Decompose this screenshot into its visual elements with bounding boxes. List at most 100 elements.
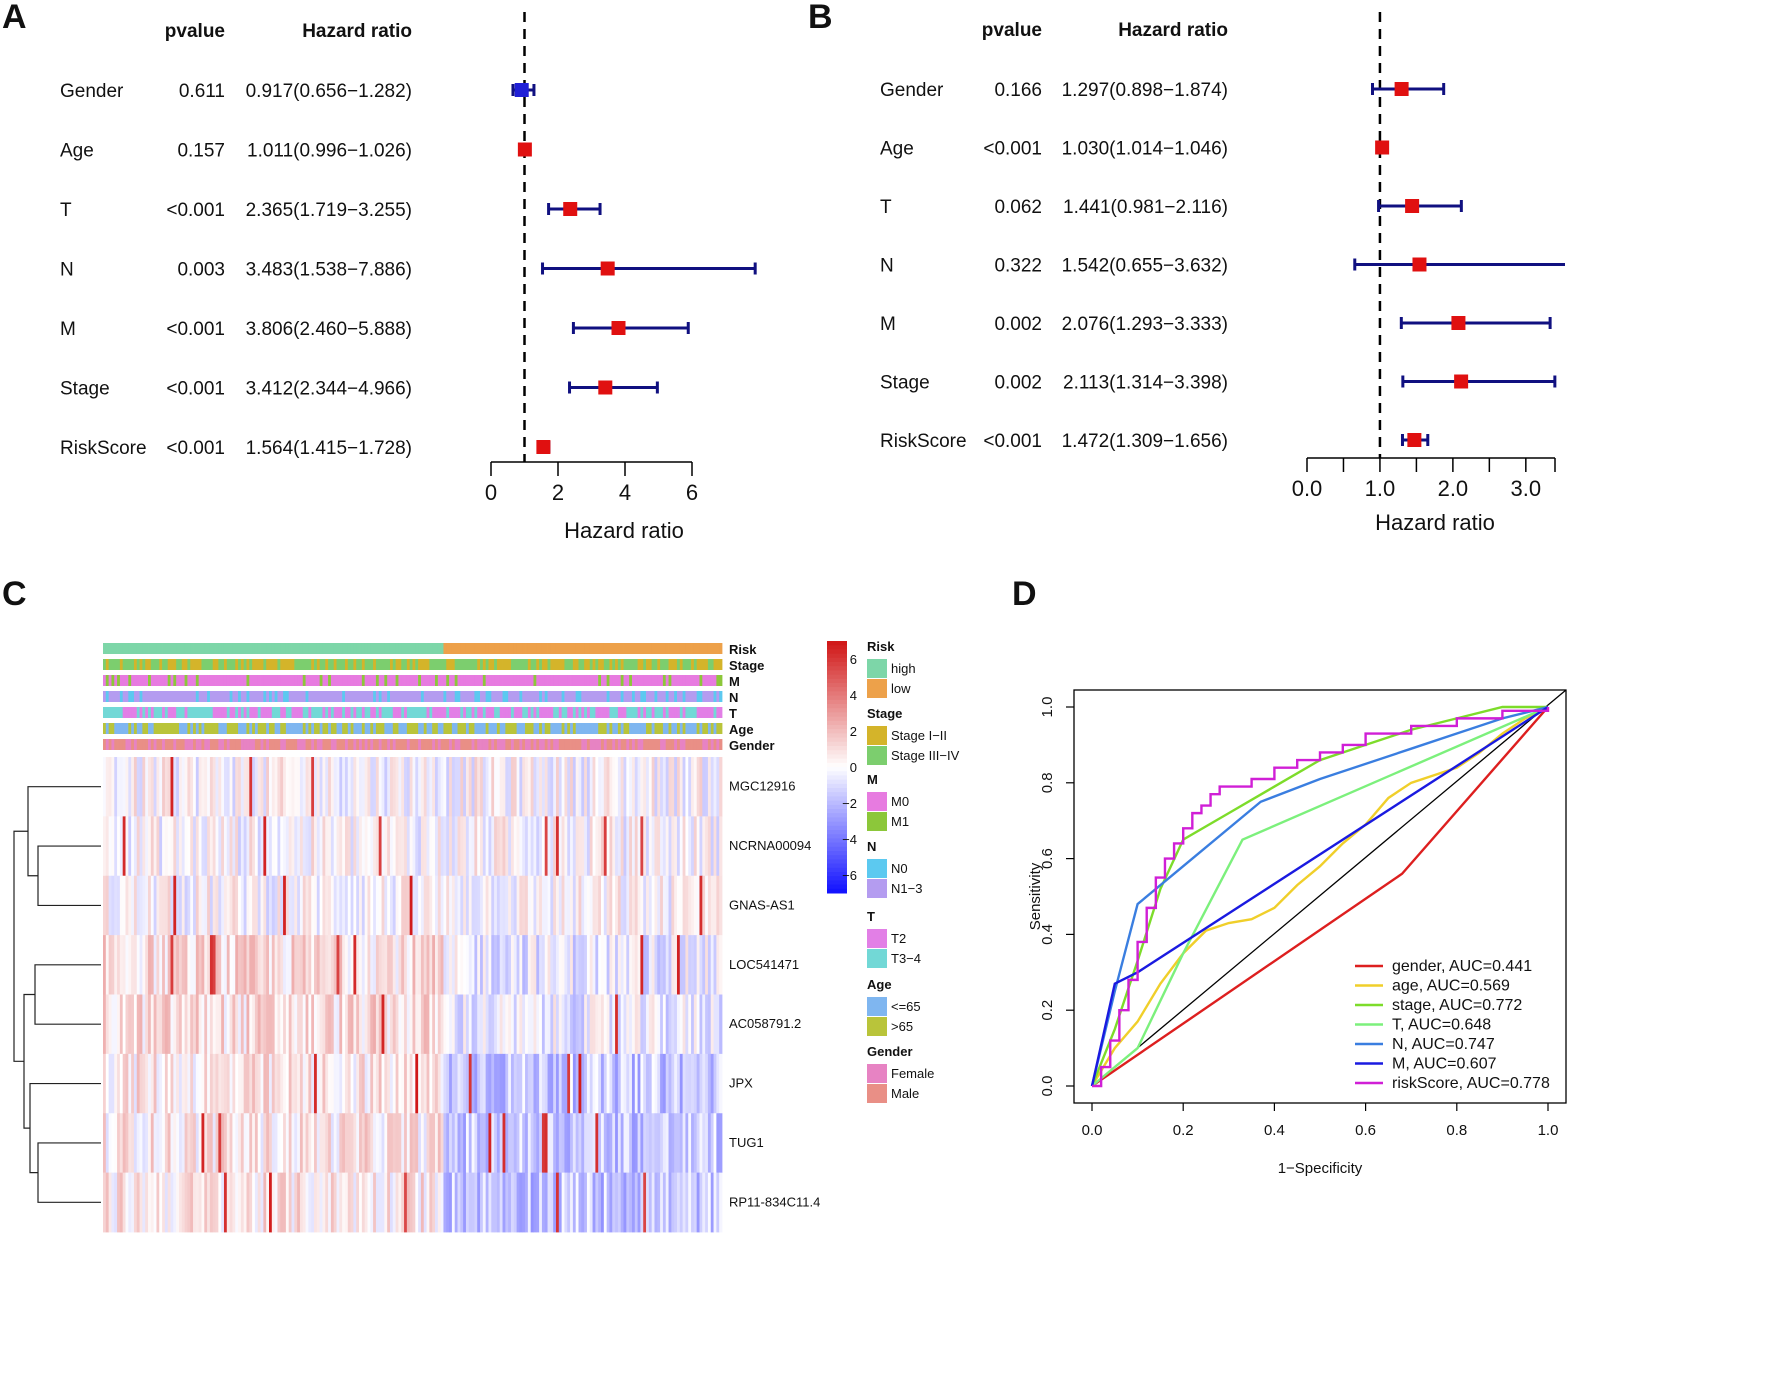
annotation-cell — [426, 659, 430, 670]
heatmap-cell — [620, 1053, 624, 1114]
annotation-cell — [221, 739, 225, 750]
annotation-cell — [654, 659, 658, 670]
annotation-cell — [328, 723, 332, 734]
annotation-cell — [254, 659, 259, 670]
annotation-cell — [207, 707, 211, 718]
annotation-cell — [367, 675, 371, 686]
row-pvalue: 0.003 — [177, 260, 225, 281]
heatmap-cell — [246, 935, 250, 995]
heatmap-cell — [297, 875, 301, 936]
heatmap-cell — [370, 994, 374, 1055]
heatmap-cell — [429, 994, 433, 1055]
heatmap-cell — [153, 816, 157, 877]
heatmap-cell — [502, 935, 506, 995]
heatmap-cell — [575, 1053, 579, 1114]
annotation-cell — [361, 739, 366, 750]
annotation-cell — [415, 643, 419, 654]
heatmap-cell — [629, 816, 633, 877]
annotation-cell — [389, 659, 394, 670]
annotation-cell — [676, 643, 681, 654]
annotation-cell — [392, 707, 397, 718]
annotation-cell — [671, 707, 675, 718]
annotation-cell — [392, 643, 397, 654]
heatmap-cell — [477, 816, 481, 877]
heatmap-cell — [114, 1113, 118, 1174]
annotation-cell — [125, 643, 129, 654]
heatmap-cell — [176, 875, 180, 936]
heatmap-cell — [589, 994, 593, 1055]
annotation-cell — [460, 643, 464, 654]
annotation-cell — [367, 739, 371, 750]
heatmap-cell — [609, 994, 613, 1055]
heatmap-cell — [156, 935, 160, 995]
heatmap-cell — [482, 875, 487, 936]
heatmap-cell — [125, 875, 129, 936]
heatmap-cell — [612, 1053, 616, 1114]
heatmap-cell — [415, 875, 419, 936]
annotation-cell — [266, 675, 270, 686]
heatmap-cell — [404, 816, 408, 877]
annotation-cell — [505, 643, 509, 654]
annotation-cell — [108, 691, 112, 702]
annotation-cell — [280, 675, 284, 686]
heatmap-cell — [437, 757, 442, 817]
annotation-cell — [707, 723, 712, 734]
heatmap-cell — [477, 1172, 481, 1233]
annotation-cell — [536, 707, 540, 718]
heatmap-cell — [617, 935, 622, 995]
heatmap-cell — [420, 935, 425, 995]
annotation-cell — [381, 723, 385, 734]
heatmap-cell — [420, 757, 425, 817]
heatmap-cell — [544, 875, 548, 936]
annotation-cell — [406, 659, 411, 670]
annotation-cell — [328, 675, 332, 686]
annotation-cell — [336, 739, 340, 750]
annotation-cell — [570, 707, 574, 718]
annotation-cell — [617, 659, 622, 670]
annotation-cell — [646, 659, 650, 670]
heatmap-cell — [485, 816, 489, 877]
colorbar-segment — [827, 884, 847, 890]
hr-point — [1454, 374, 1469, 389]
heatmap-cell — [266, 1172, 270, 1233]
heatmap-cell — [164, 875, 169, 936]
annotation-cell — [181, 643, 185, 654]
heatmap-cell — [302, 1113, 306, 1174]
colorbar-segment — [827, 863, 847, 869]
roc-legend-label: N, AUC=0.747 — [1392, 1036, 1495, 1053]
annotation-cell — [713, 643, 717, 654]
heatmap-cell — [508, 816, 512, 877]
header-hazard-ratio: Hazard ratio — [1118, 20, 1228, 41]
heatmap-cell — [651, 816, 655, 877]
heatmap-cell — [685, 935, 689, 995]
annotation-cell — [176, 739, 180, 750]
colorbar-segment — [827, 645, 847, 650]
annotation-cell — [691, 659, 695, 670]
annotation-cell — [136, 707, 140, 718]
colorbar-segment — [827, 758, 847, 764]
heatmap-cell — [266, 816, 270, 877]
heatmap-cell — [646, 816, 650, 877]
annotation-cell — [620, 643, 624, 654]
annotation-cell — [184, 643, 188, 654]
heatmap-cell — [266, 1113, 270, 1174]
annotation-cell — [246, 691, 250, 702]
annotation-cell — [184, 659, 188, 670]
heatmap-cell — [429, 875, 433, 936]
annotation-cell — [204, 723, 208, 734]
annotation-cell — [364, 643, 368, 654]
heatmap-cell — [319, 994, 323, 1055]
heatmap-cell — [446, 875, 450, 936]
annotation-cell — [629, 659, 633, 670]
heatmap-cell — [325, 1172, 329, 1233]
annotation-cell — [347, 739, 351, 750]
heatmap-cell — [238, 935, 242, 995]
heatmap-cell — [131, 875, 135, 936]
heatmap-cell — [460, 875, 464, 936]
heatmap-cell — [648, 994, 653, 1055]
annotation-cell — [477, 691, 481, 702]
annotation-cell — [561, 707, 565, 718]
annotation-cell — [634, 707, 638, 718]
annotation-cell — [460, 707, 464, 718]
annotation-cell — [204, 691, 208, 702]
